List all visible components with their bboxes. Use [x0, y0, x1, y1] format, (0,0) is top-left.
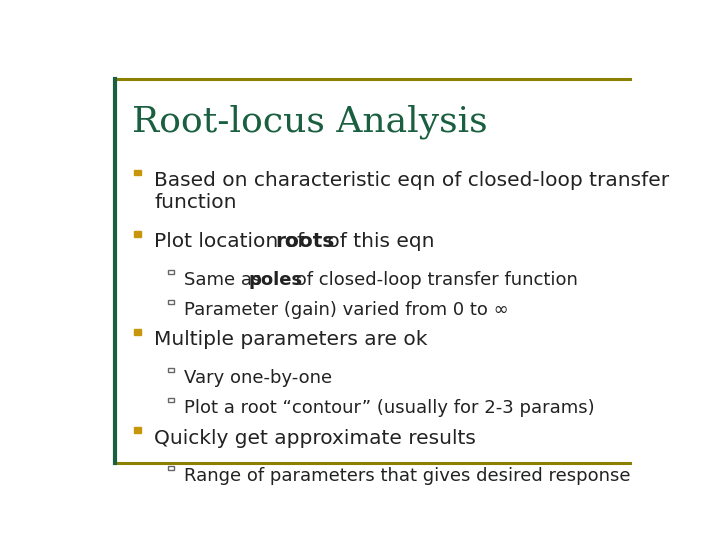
Text: Root-locus Analysis: Root-locus Analysis [132, 104, 487, 139]
Text: Quickly get approximate results: Quickly get approximate results [154, 429, 476, 448]
Text: of this eqn: of this eqn [321, 232, 435, 251]
Text: Multiple parameters are ok: Multiple parameters are ok [154, 330, 428, 349]
Bar [133, 427, 141, 433]
Bar [168, 466, 174, 470]
Bar [133, 170, 141, 176]
Text: roots: roots [276, 232, 335, 251]
Text: Plot a root “contour” (usually for 2-3 params): Plot a root “contour” (usually for 2-3 p… [184, 399, 595, 417]
Text: Same as: Same as [184, 271, 267, 288]
Text: Vary one-by-one: Vary one-by-one [184, 369, 332, 387]
Text: Range of parameters that gives desired response: Range of parameters that gives desired r… [184, 467, 630, 485]
Text: of closed-loop transfer function: of closed-loop transfer function [290, 271, 578, 288]
Text: Based on characteristic eqn of closed-loop transfer
function: Based on characteristic eqn of closed-lo… [154, 171, 670, 212]
Bar [168, 300, 174, 304]
Bar [168, 398, 174, 402]
Bar [133, 329, 141, 335]
Text: Parameter (gain) varied from 0 to ∞: Parameter (gain) varied from 0 to ∞ [184, 301, 508, 319]
Text: poles: poles [248, 271, 302, 288]
Bar [133, 231, 141, 237]
Bar [168, 270, 174, 274]
Bar [168, 368, 174, 372]
Text: Plot location of: Plot location of [154, 232, 310, 251]
